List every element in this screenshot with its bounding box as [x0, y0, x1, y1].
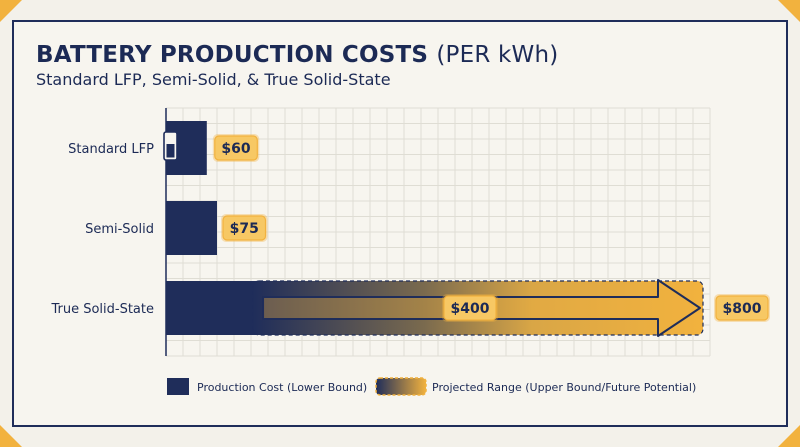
svg-text:$400: $400: [451, 301, 490, 317]
svg-text:$60: $60: [221, 141, 250, 157]
svg-text:Production Cost (Lower Bound): Production Cost (Lower Bound): [197, 381, 367, 394]
value-label: $75: [221, 214, 268, 242]
chart-title-main: BATTERY PRODUCTION COSTS: [36, 42, 429, 68]
legend-item-production: Production Cost (Lower Bound): [167, 378, 367, 395]
value-label: $800: [714, 294, 770, 322]
value-label: $60: [212, 134, 260, 162]
bar-production-cost: [166, 201, 217, 255]
legend-item-projected: Projected Range (Upper Bound/Future Pote…: [375, 377, 696, 396]
category-label: True Solid-State: [50, 302, 154, 317]
svg-text:$75: $75: [230, 221, 259, 237]
svg-text:$800: $800: [723, 301, 762, 317]
chart-subtitle: Standard LFP, Semi-Solid, & True Solid-S…: [36, 70, 391, 89]
category-label: Standard LFP: [68, 142, 154, 157]
chart-title: BATTERY PRODUCTION COSTS (PER kWh): [36, 42, 558, 68]
svg-text:Projected Range (Upper Bound/F: Projected Range (Upper Bound/Future Pote…: [432, 381, 696, 394]
value-label: $400: [442, 294, 498, 322]
category-label: Semi-Solid: [85, 222, 154, 237]
battery-icon: [163, 129, 178, 161]
chart-title-unit: (PER kWh): [436, 42, 559, 68]
